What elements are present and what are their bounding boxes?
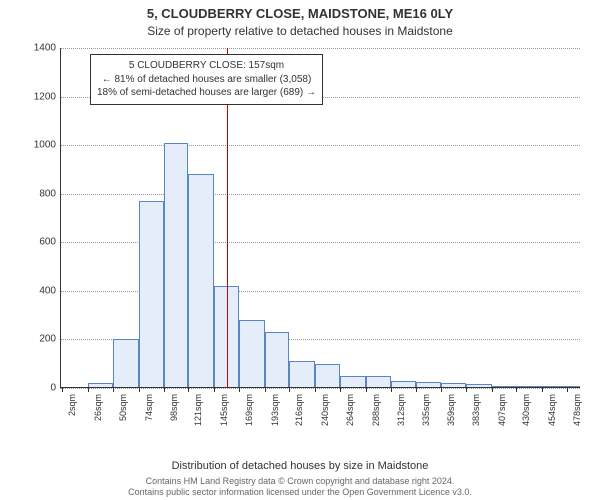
histogram-bar (113, 339, 138, 388)
x-axis-label: Distribution of detached houses by size … (0, 460, 600, 472)
x-tick-label: 2sqm (65, 394, 77, 416)
plot-area: 02004006008001000120014002sqm26sqm50sqm7… (60, 48, 580, 388)
x-tick-label: 288sqm (369, 394, 381, 426)
x-tick-mark (542, 388, 543, 392)
x-tick-label: 478sqm (570, 394, 582, 426)
y-tick-label: 200 (39, 334, 60, 345)
y-tick-label: 800 (39, 188, 60, 199)
x-tick-mark (265, 388, 266, 392)
gridline (60, 145, 580, 146)
x-tick-mark (340, 388, 341, 392)
histogram-bar (188, 174, 213, 388)
x-tick-mark (62, 388, 63, 392)
x-tick-mark (188, 388, 189, 392)
y-axis-line (60, 48, 61, 388)
x-tick-label: 264sqm (343, 394, 355, 426)
histogram-bar (239, 320, 264, 388)
footer-attribution: Contains HM Land Registry data © Crown c… (0, 476, 600, 498)
x-tick-mark (315, 388, 316, 392)
x-tick-mark (113, 388, 114, 392)
x-tick-label: 312sqm (394, 394, 406, 426)
gridline (60, 194, 580, 195)
y-tick-label: 1200 (34, 91, 60, 102)
x-tick-mark (466, 388, 467, 392)
x-tick-mark (416, 388, 417, 392)
x-tick-mark (139, 388, 140, 392)
info-line: 18% of semi-detached houses are larger (… (97, 86, 316, 100)
x-tick-mark (239, 388, 240, 392)
gridline (60, 48, 580, 49)
x-tick-label: 145sqm (217, 394, 229, 426)
chart-container: 5, CLOUDBERRY CLOSE, MAIDSTONE, ME16 0LY… (0, 0, 600, 500)
histogram-bar (315, 364, 340, 388)
y-tick-label: 1400 (34, 43, 60, 54)
info-line: 5 CLOUDBERRY CLOSE: 157sqm (97, 59, 316, 73)
x-tick-label: 407sqm (495, 394, 507, 426)
x-tick-mark (214, 388, 215, 392)
x-tick-label: 335sqm (419, 394, 431, 426)
x-tick-label: 121sqm (191, 394, 203, 426)
x-tick-mark (164, 388, 165, 392)
x-tick-label: 74sqm (142, 394, 154, 421)
x-tick-label: 383sqm (469, 394, 481, 426)
info-line: ← 81% of detached houses are smaller (3,… (97, 73, 316, 87)
x-tick-mark (492, 388, 493, 392)
chart-subtitle: Size of property relative to detached ho… (0, 24, 600, 38)
histogram-bar (164, 143, 188, 388)
footer-line-2: Contains public sector information licen… (0, 487, 600, 498)
x-tick-mark (88, 388, 89, 392)
x-tick-label: 98sqm (167, 394, 179, 421)
x-tick-label: 193sqm (268, 394, 280, 426)
x-tick-label: 454sqm (545, 394, 557, 426)
histogram-bar (139, 201, 164, 388)
x-tick-mark (366, 388, 367, 392)
y-tick-label: 600 (39, 237, 60, 248)
x-tick-mark (289, 388, 290, 392)
marker-info-box: 5 CLOUDBERRY CLOSE: 157sqm← 81% of detac… (90, 54, 323, 105)
x-tick-label: 430sqm (519, 394, 531, 426)
x-tick-label: 26sqm (91, 394, 103, 421)
x-tick-label: 169sqm (242, 394, 254, 426)
x-tick-mark (567, 388, 568, 392)
x-tick-label: 216sqm (292, 394, 304, 426)
footer-line-1: Contains HM Land Registry data © Crown c… (0, 476, 600, 487)
histogram-bar (265, 332, 289, 388)
x-tick-label: 240sqm (318, 394, 330, 426)
x-tick-mark (391, 388, 392, 392)
chart-title: 5, CLOUDBERRY CLOSE, MAIDSTONE, ME16 0LY (0, 6, 600, 21)
x-tick-mark (516, 388, 517, 392)
histogram-bar (289, 361, 314, 388)
y-tick-label: 1000 (34, 140, 60, 151)
x-tick-label: 359sqm (444, 394, 456, 426)
y-tick-label: 0 (50, 383, 60, 394)
y-tick-label: 400 (39, 285, 60, 296)
x-tick-label: 50sqm (116, 394, 128, 421)
x-tick-mark (441, 388, 442, 392)
